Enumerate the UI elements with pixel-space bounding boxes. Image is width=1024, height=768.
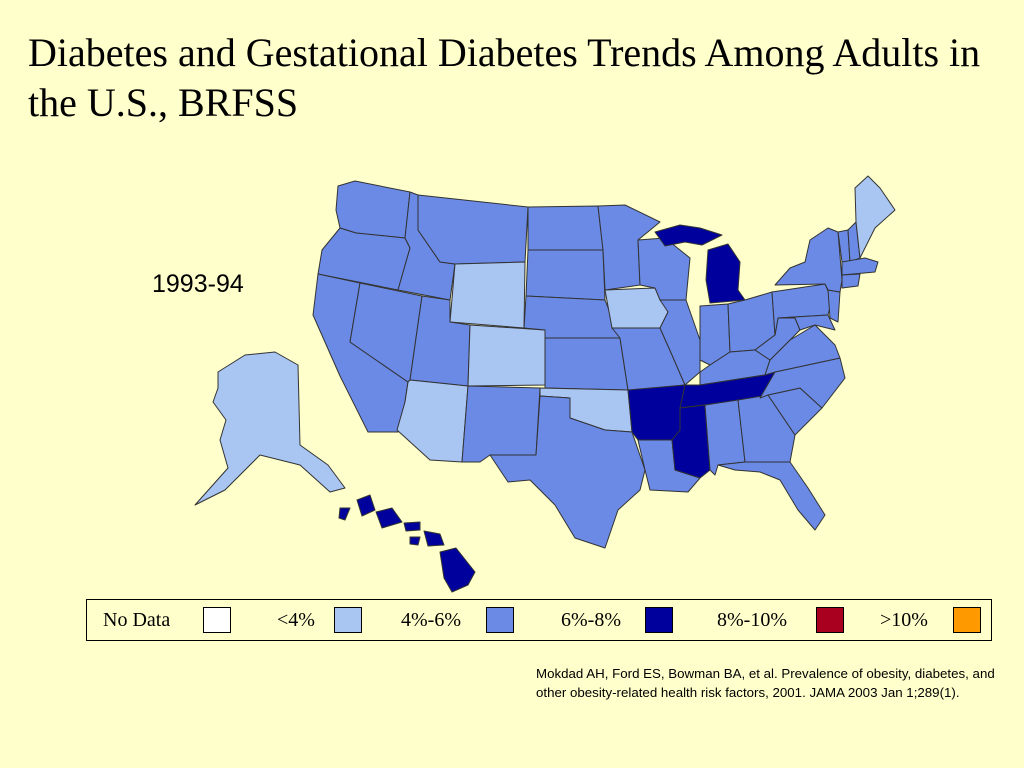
state-montana	[417, 194, 529, 265]
legend: No Data <4% 4%-6% 6%-8% 8%-10% >10%	[86, 599, 992, 641]
state-alaska	[194, 351, 346, 506]
state-hawaii-3	[375, 507, 403, 529]
citation: Mokdad AH, Ford ES, Bowman BA, et al. Pr…	[536, 666, 995, 700]
state-arizona	[396, 379, 469, 463]
state-massachusetts	[841, 257, 879, 276]
legend-label: No Data	[103, 609, 171, 631]
state-connecticut	[841, 273, 861, 289]
state-north-dakota	[527, 205, 604, 251]
state-new-york	[774, 227, 843, 293]
state-wyoming	[449, 261, 526, 329]
legend-swatch	[816, 607, 844, 633]
state-michigan-up	[654, 224, 723, 247]
slide-title: Diabetes and Gestational Diabetes Trends…	[28, 30, 981, 125]
state-new-jersey	[827, 289, 841, 323]
state-south-dakota	[525, 249, 606, 301]
state-maine	[854, 175, 896, 259]
state-hawaii-5	[423, 530, 445, 547]
legend-swatch	[203, 607, 231, 633]
legend-swatch	[645, 607, 673, 633]
legend-label: >10%	[880, 609, 928, 631]
state-florida	[717, 461, 826, 531]
state-hawaii-big	[439, 547, 476, 593]
legend-label: 4%-6%	[401, 609, 461, 631]
year-label: 1993-94	[152, 270, 244, 298]
state-colorado	[467, 324, 546, 387]
state-hawaii-6	[409, 536, 421, 546]
state-washington	[335, 180, 411, 239]
state-hawaii-1	[338, 507, 351, 521]
state-michigan	[705, 243, 746, 304]
state-maryland	[777, 314, 836, 331]
legend-label: 8%-10%	[717, 609, 787, 631]
state-hawaii-4	[403, 521, 421, 532]
state-kansas	[544, 337, 629, 391]
state-new-mexico	[461, 385, 541, 463]
state-north-carolina	[759, 357, 846, 409]
legend-label: 6%-8%	[561, 609, 621, 631]
state-hawaii-2	[356, 494, 376, 517]
state-texas	[489, 395, 646, 549]
state-arkansas	[627, 384, 686, 441]
legend-swatch	[334, 607, 362, 633]
legend-label: <4%	[277, 609, 315, 631]
legend-swatch	[953, 607, 981, 633]
legend-swatch	[486, 607, 514, 633]
